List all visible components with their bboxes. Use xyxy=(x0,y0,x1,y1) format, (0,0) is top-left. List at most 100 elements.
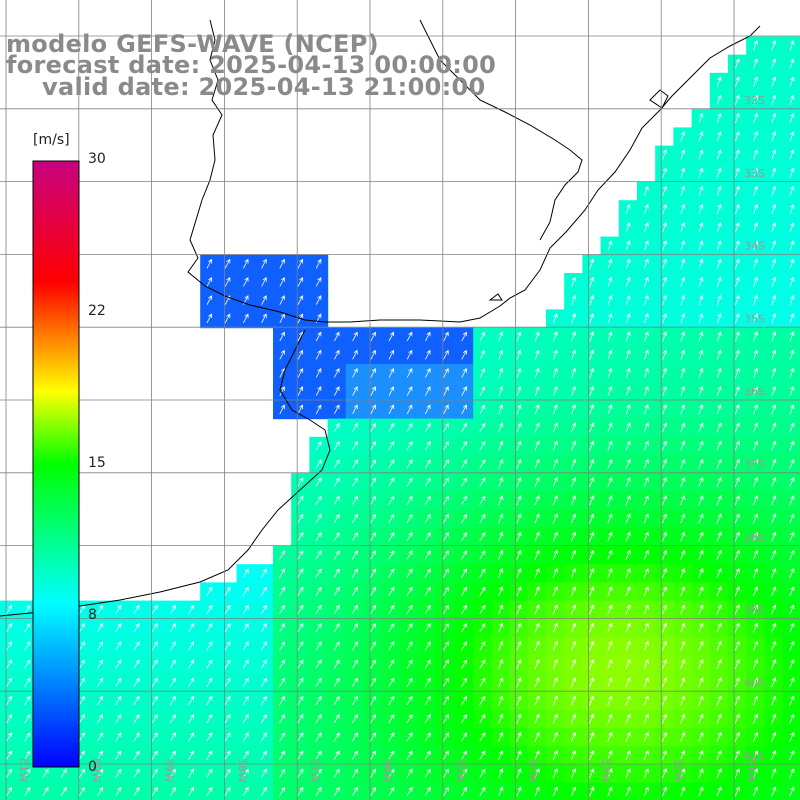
wind-arrow xyxy=(516,567,522,579)
wind-speed-cell xyxy=(254,273,274,292)
wind-arrow xyxy=(315,568,322,578)
wind-arrow xyxy=(716,731,722,742)
wind-speed-cell xyxy=(364,600,383,620)
wind-speed-cell xyxy=(345,382,365,401)
wind-arrow xyxy=(498,458,504,469)
wind-speed-cell xyxy=(309,728,329,747)
wind-arrow xyxy=(224,659,231,669)
wind-arrow xyxy=(115,768,122,778)
wind-arrow xyxy=(6,750,13,760)
wind-arrow xyxy=(78,622,85,633)
wind-arrow xyxy=(442,786,449,797)
wind-arrow xyxy=(698,458,704,469)
wind-arrow xyxy=(479,586,486,596)
wind-arrow xyxy=(552,476,558,488)
wind-speed-cell xyxy=(364,746,383,765)
wind-arrow xyxy=(570,422,577,433)
wind-arrow xyxy=(333,786,340,797)
wind-arrow xyxy=(315,677,322,687)
wind-arrow xyxy=(680,258,686,269)
wind-arrow xyxy=(552,731,558,742)
wind-arrow xyxy=(589,276,595,287)
wind-speed-cell xyxy=(309,582,329,602)
wind-arrow xyxy=(479,750,486,760)
wind-speed-cell xyxy=(327,637,347,656)
wind-arrow xyxy=(151,750,158,760)
wind-arrow xyxy=(151,641,158,651)
wind-speed-cell xyxy=(400,400,420,420)
wind-arrow xyxy=(662,258,667,269)
wind-speed-cell xyxy=(473,364,492,383)
wind-arrow xyxy=(752,768,759,779)
wind-arrow xyxy=(771,749,777,761)
wind-arrow xyxy=(643,458,649,469)
wind-speed-cell xyxy=(473,418,492,438)
wind-arrow xyxy=(516,476,522,488)
wind-arrow xyxy=(607,567,613,579)
wind-speed-cell xyxy=(18,618,37,638)
wind-arrow xyxy=(516,658,522,670)
wind-speed-cell xyxy=(382,527,401,547)
wind-arrow xyxy=(279,331,285,342)
wind-arrow xyxy=(534,786,540,797)
wind-arrow xyxy=(661,549,668,560)
wind-arrow xyxy=(698,749,704,761)
wind-arrow xyxy=(279,258,285,269)
wind-arrow xyxy=(279,404,285,415)
wind-speed-cell xyxy=(455,382,474,401)
wind-arrow xyxy=(151,695,158,706)
wind-arrow xyxy=(643,768,649,779)
wind-speed-cell xyxy=(291,709,310,729)
wind-arrow xyxy=(661,786,668,797)
wind-arrow xyxy=(643,786,649,797)
wind-arrow xyxy=(680,749,686,761)
wind-arrow xyxy=(698,513,704,524)
wind-speed-cell xyxy=(18,709,37,729)
wind-arrow xyxy=(771,404,777,415)
wind-speed-cell xyxy=(200,637,219,656)
wind-arrow xyxy=(97,641,104,651)
wind-speed-cell xyxy=(382,436,401,456)
wind-arrow xyxy=(315,495,322,505)
wind-arrow xyxy=(789,404,795,415)
wind-arrow xyxy=(553,313,558,324)
wind-arrow xyxy=(735,240,740,251)
wind-arrow xyxy=(351,477,358,487)
wind-speed-cell xyxy=(254,309,274,329)
wind-arrow xyxy=(442,550,449,560)
wind-arrow xyxy=(333,568,340,578)
wind-arrow xyxy=(534,531,540,542)
wind-arrow xyxy=(661,531,668,542)
wind-arrow xyxy=(370,477,377,487)
wind-arrow xyxy=(625,567,631,579)
wind-arrow xyxy=(716,167,722,178)
wind-arrow xyxy=(698,495,704,506)
wind-arrow xyxy=(498,495,504,506)
wind-arrow xyxy=(625,549,631,560)
wind-arrow xyxy=(97,659,104,669)
wind-arrow xyxy=(406,786,413,797)
wind-arrow xyxy=(260,695,267,706)
wind-arrow xyxy=(771,167,777,178)
wind-arrow xyxy=(771,604,777,615)
latitude-label: 39S xyxy=(744,604,765,617)
wind-speed-cell xyxy=(309,382,329,401)
wind-speed-cell xyxy=(345,764,365,784)
wind-arrow xyxy=(716,94,722,105)
wind-speed-cell xyxy=(254,600,274,620)
wind-arrow xyxy=(370,750,377,760)
wind-arrow xyxy=(753,112,758,124)
wind-arrow xyxy=(169,677,176,687)
wind-arrow xyxy=(261,313,267,324)
wind-arrow xyxy=(680,622,686,633)
wind-arrow xyxy=(643,549,649,560)
wind-arrow xyxy=(662,185,667,196)
wind-speed-cell xyxy=(291,673,310,693)
wind-arrow xyxy=(607,695,613,706)
wind-arrow xyxy=(789,331,795,342)
wind-arrow xyxy=(753,258,758,269)
wind-arrow xyxy=(570,731,577,742)
wind-arrow xyxy=(643,713,649,724)
wind-arrow xyxy=(442,768,449,778)
wind-arrow xyxy=(388,367,395,378)
